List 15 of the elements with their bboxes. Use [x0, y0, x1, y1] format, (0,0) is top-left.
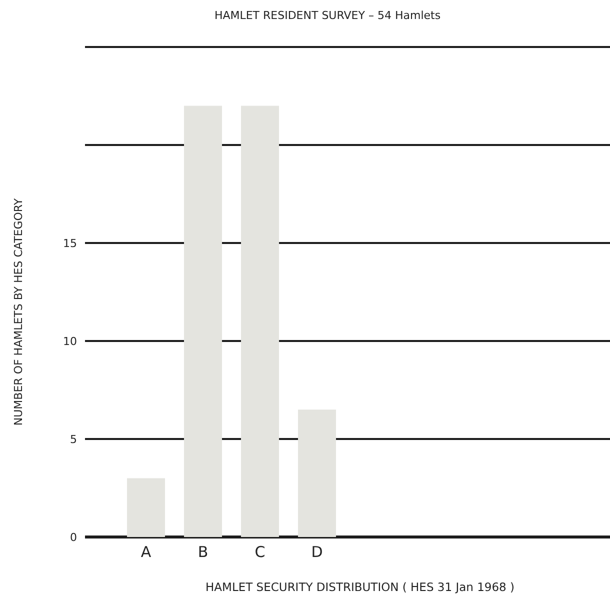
y-tick-label: 10	[63, 334, 77, 348]
y-axis-title: NUMBER OF HAMLETS BY HES CATEGORY	[12, 198, 25, 426]
x-axis-title: HAMLET SECURITY DISTRIBUTION ( HES 31 Jan 1968 )	[206, 580, 514, 594]
x-tick-label: C	[254, 543, 266, 561]
y-tick-label: 15	[63, 236, 77, 250]
chart-title: HAMLET RESIDENT SURVEY – 54 Hamlets	[214, 9, 441, 22]
bar	[127, 478, 165, 537]
y-tick-label: 5	[70, 432, 77, 446]
x-tick-label: D	[311, 543, 323, 561]
bar	[184, 106, 222, 537]
x-tick-label: B	[198, 543, 208, 561]
x-tick-label: A	[140, 543, 152, 561]
y-tick-label: 0	[70, 530, 77, 544]
bar	[298, 410, 336, 537]
bar	[241, 106, 279, 537]
